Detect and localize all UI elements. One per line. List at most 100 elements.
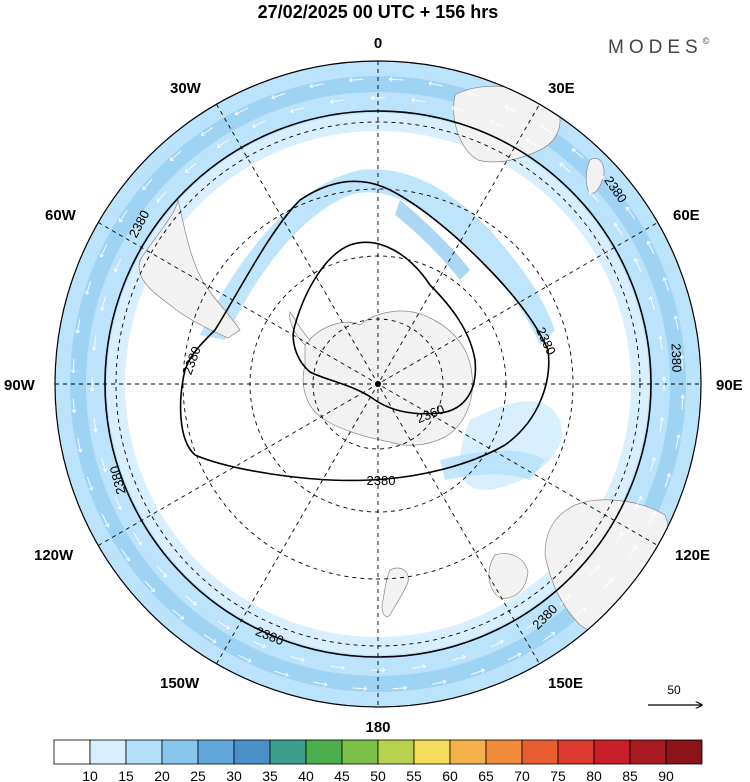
colorbar-swatch [233,739,271,765]
wind-arrow [634,495,643,510]
wind-arrow [392,685,408,691]
lon-label-90w: 90W [4,377,36,394]
longitude-labels: 0 180 90W 90E 30W 30E 60W 60E 120W 120E … [4,35,743,736]
new-zealand [381,567,409,617]
lon-label-180: 180 [365,719,390,736]
colorbar-swatch [521,739,559,765]
wind-arrow [156,565,167,578]
colorbar-swatch [413,739,451,765]
wind-arrow [603,577,614,590]
wind-arrow [646,240,655,255]
wind-arrow [142,178,153,191]
wind-arrow [679,354,685,370]
colorbar-label: 40 [298,768,314,782]
wind-arrow [200,126,214,136]
wind-arrow [313,681,328,687]
wind-arrow [542,632,556,642]
wind-arrow [661,376,667,391]
colorbar-swatch [197,739,235,765]
wind-arrow [330,665,346,671]
wind-arrow [309,83,324,89]
tasmania-region [488,553,529,599]
colorbar-swatch [449,739,487,765]
wind-vectors [70,76,686,692]
wind-arrow [352,686,368,692]
wind-arrow [626,206,636,220]
wind-arrow [169,150,182,161]
wind-arrow [99,296,107,311]
wind-arrow [348,77,364,83]
wind-arrow [113,258,122,273]
wind-arrow [120,548,130,562]
colorbar-swatch [269,739,307,765]
wind-arrow [89,377,95,392]
wind-arrow [410,97,426,103]
colorbar-swatch [341,739,379,765]
wind-arrow [428,81,443,87]
lon-label-120e: 120E [675,547,710,564]
wind-arrow [290,655,305,663]
contour-2360 [292,241,477,415]
wind-arrow [559,162,571,173]
colorbar-label: 60 [442,768,458,782]
wind-arrow [216,139,230,148]
wind-arrow [217,620,230,630]
wind-arrow [203,634,217,644]
colorbar-label: 70 [514,768,530,782]
wind-arrow [614,532,624,545]
wind-arrow [274,670,289,678]
wind-arrow [589,190,600,203]
colorbar-swatch [593,739,631,765]
colorbar-swatch [161,739,199,765]
colorbar-label: 10 [82,768,98,782]
colorbar-label: 75 [550,768,566,782]
lon-label-60e: 60E [673,207,700,224]
antarctica [302,310,473,446]
lon-label-60w: 60W [45,207,77,224]
wind-arrow [370,95,385,101]
wind-arrow [133,532,142,546]
colorbar-swatch [665,739,703,765]
wind-arrow [77,438,83,453]
map-title: 27/02/2025 00 UTC + 156 hrs [258,2,499,22]
wind-arrow [388,76,404,82]
lon-label-120w: 120W [34,547,74,564]
wind-arrow [432,679,447,685]
wind-arrow [118,209,128,223]
jet-patch-core [395,200,470,280]
wind-arrow [571,148,584,159]
wind-arrow [185,595,197,606]
lon-label-30w: 30W [170,80,202,97]
wind-arrow [539,124,553,134]
contour-2380-outer [104,110,652,658]
colorbar-swatch [125,739,163,765]
wind-arrow [172,609,185,620]
lon-label-30e: 30E [548,80,575,97]
wind-arrow [662,276,670,292]
south-pole-dot [375,381,381,387]
wind-arrow [252,640,267,649]
wind-arrow [526,138,539,148]
contour-label: 2380 [367,473,396,488]
wind-arrow [648,510,657,524]
jet-patch-south [440,450,545,480]
colorbar-label: 65 [478,768,494,782]
map-disk [55,61,701,707]
wind-arrow [371,667,386,673]
wind-arrow [664,473,672,488]
wind-arrow [156,191,167,203]
wind-arrow [93,417,99,433]
wind-arrow [634,258,642,272]
madagascar [585,158,605,194]
colorbar-swatch [53,739,91,765]
wind-arrow [86,476,94,492]
wind-arrow [451,654,467,661]
wind-arrow [234,107,249,116]
wind-arrow [659,416,665,432]
wind-arrow [490,640,504,648]
wind-arrow [252,120,266,128]
wind-arrow [526,620,540,629]
lon-label-90e: 90E [716,377,743,394]
south-america [138,199,241,339]
